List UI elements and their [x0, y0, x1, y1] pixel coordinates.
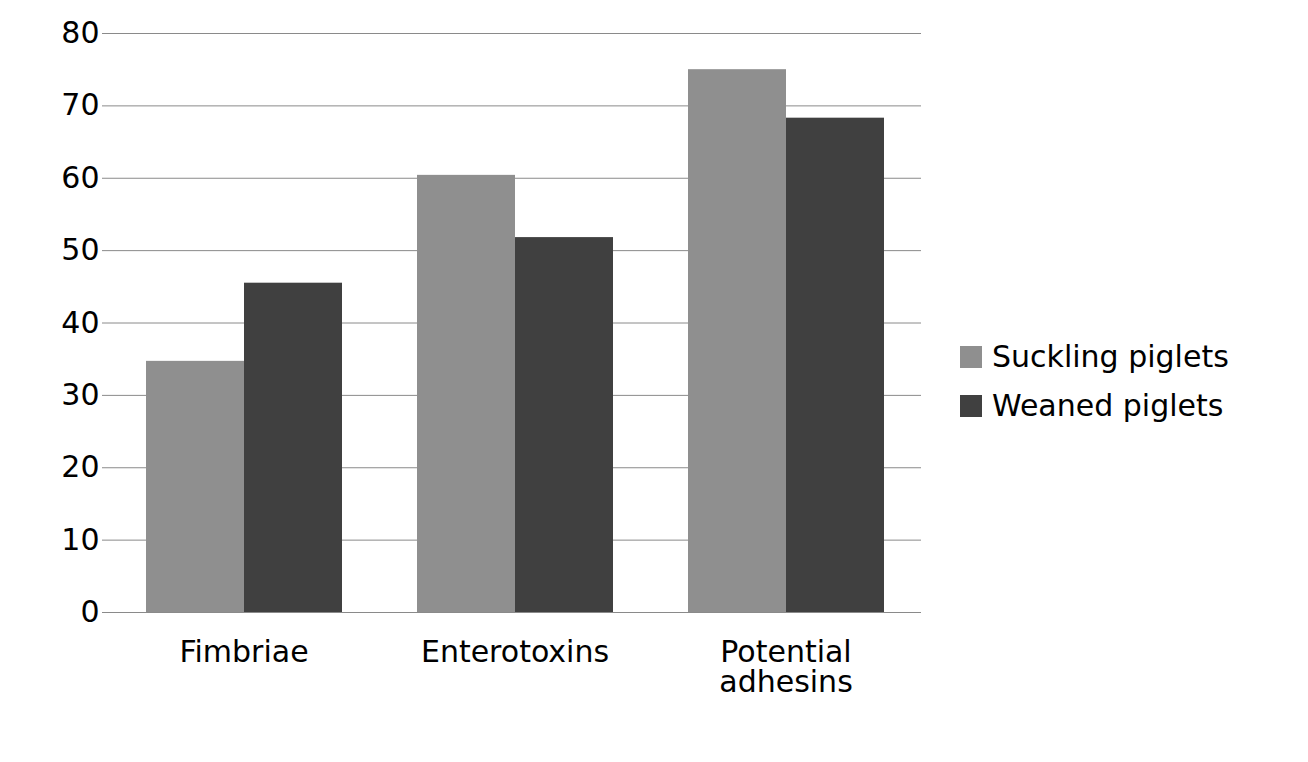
svg-text:Fimbriae: Fimbriae [179, 634, 308, 669]
svg-text:0: 0 [80, 594, 99, 629]
svg-text:Enterotoxins: Enterotoxins [421, 634, 609, 669]
html-text:Weaned piglets: Weaned piglets [992, 388, 1224, 423]
svg-text:30: 30 [61, 377, 99, 412]
svg-text:70: 70 [61, 87, 99, 122]
svg-text:20: 20 [61, 449, 99, 484]
svg-text:60: 60 [61, 160, 99, 195]
html-text:Suckling piglets: Suckling piglets [992, 339, 1229, 374]
svg-text:80: 80 [61, 15, 99, 50]
svg-text:40: 40 [61, 305, 99, 340]
svg-text:10: 10 [61, 522, 99, 557]
svg-text:50: 50 [61, 232, 99, 267]
svg-text:Potentialadhesins: Potentialadhesins [719, 634, 853, 699]
